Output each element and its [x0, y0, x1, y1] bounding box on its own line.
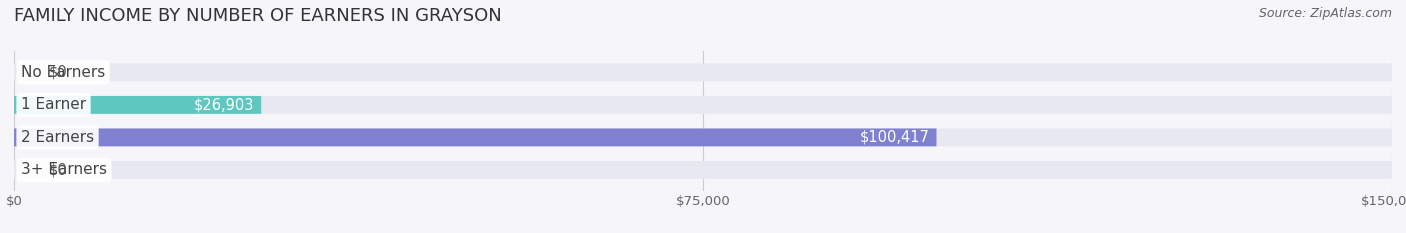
- Text: $0: $0: [48, 65, 67, 80]
- Text: 2 Earners: 2 Earners: [21, 130, 94, 145]
- FancyBboxPatch shape: [14, 128, 1392, 146]
- Text: 3+ Earners: 3+ Earners: [21, 162, 107, 177]
- Text: $0: $0: [48, 162, 67, 177]
- FancyBboxPatch shape: [14, 161, 1392, 179]
- FancyBboxPatch shape: [14, 96, 1392, 114]
- FancyBboxPatch shape: [14, 96, 262, 114]
- Text: Source: ZipAtlas.com: Source: ZipAtlas.com: [1258, 7, 1392, 20]
- Text: No Earners: No Earners: [21, 65, 105, 80]
- Text: FAMILY INCOME BY NUMBER OF EARNERS IN GRAYSON: FAMILY INCOME BY NUMBER OF EARNERS IN GR…: [14, 7, 502, 25]
- FancyBboxPatch shape: [14, 63, 1392, 81]
- Text: 1 Earner: 1 Earner: [21, 97, 86, 112]
- Text: $26,903: $26,903: [194, 97, 254, 112]
- Text: $100,417: $100,417: [859, 130, 929, 145]
- FancyBboxPatch shape: [14, 128, 936, 146]
